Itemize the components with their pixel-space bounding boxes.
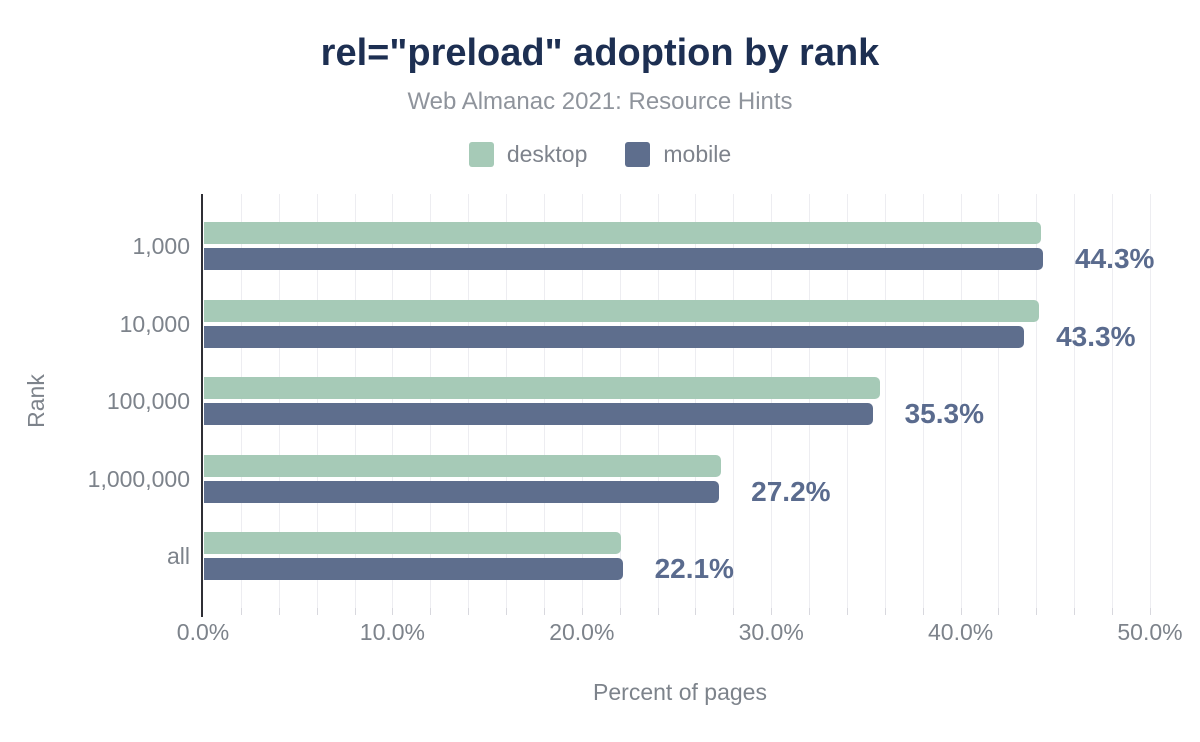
gridline xyxy=(581,194,583,608)
gridline xyxy=(771,194,773,608)
bar-mobile xyxy=(204,558,623,580)
gridline xyxy=(543,194,545,608)
axis-tick xyxy=(543,608,545,615)
axis-tick xyxy=(998,608,1000,615)
value-label: 27.2% xyxy=(751,475,831,507)
bar-mobile xyxy=(204,403,873,425)
axis-tick xyxy=(581,608,583,615)
axis-tick xyxy=(1112,608,1114,615)
axis-tick xyxy=(354,608,356,615)
bar-desktop xyxy=(204,222,1042,244)
value-label: 44.3% xyxy=(1075,243,1155,274)
bar-desktop xyxy=(204,377,881,399)
axis-tick xyxy=(884,608,886,615)
axis-tick xyxy=(316,608,318,615)
gridline xyxy=(733,194,735,608)
category-label: 100,000 xyxy=(106,388,190,414)
axis-tick xyxy=(733,608,735,615)
y-axis-line xyxy=(201,194,203,617)
legend-swatch-desktop-icon xyxy=(468,142,494,167)
axis-tick xyxy=(506,608,508,615)
axis-tick xyxy=(809,608,811,615)
axis-tick xyxy=(960,608,962,615)
axis-tick xyxy=(1074,608,1076,615)
x-tick-label: 40.0% xyxy=(927,619,994,645)
x-tick-label: 20.0% xyxy=(549,619,615,645)
gridline xyxy=(809,194,811,608)
axis-tick xyxy=(392,608,394,615)
chart-subtitle: Web Almanac 2021: Resource Hints xyxy=(407,88,793,115)
axis-tick xyxy=(846,608,848,615)
bar-desktop xyxy=(204,532,621,554)
value-label: 35.3% xyxy=(904,398,984,429)
category-label: 10,000 xyxy=(119,310,190,337)
gridline xyxy=(922,194,924,608)
gridline xyxy=(695,194,697,608)
gridline xyxy=(657,194,659,608)
legend-swatch-mobile-icon xyxy=(625,142,651,167)
x-axis-title: Percent of pages xyxy=(593,679,767,705)
x-tick-label: 10.0% xyxy=(359,619,425,645)
x-tick-label: 0.0% xyxy=(176,619,230,645)
legend: desktop mobile xyxy=(0,141,1200,168)
axis-tick xyxy=(278,608,280,615)
y-axis-category-labels: 1,000 10,000 100,000 1,000,000 all xyxy=(0,0,190,742)
axis-tick xyxy=(657,608,659,615)
axis-tick xyxy=(240,608,242,615)
legend-item-desktop: desktop xyxy=(468,141,588,168)
x-tick-label: 30.0% xyxy=(738,619,804,645)
x-tick-label: 50.0% xyxy=(1117,619,1183,645)
bar-desktop xyxy=(204,299,1040,322)
gridline xyxy=(960,194,962,608)
bar-mobile xyxy=(204,248,1044,270)
axis-tick xyxy=(922,608,924,615)
axis-tick xyxy=(695,608,697,615)
chart-title: rel="preload" adoption by rank xyxy=(320,32,880,74)
category-label: 1,000 xyxy=(132,233,190,259)
legend-label-mobile: mobile xyxy=(663,141,732,167)
gridline xyxy=(506,194,508,608)
gridline xyxy=(1074,194,1076,608)
bar-desktop xyxy=(204,454,722,477)
bar-mobile xyxy=(204,480,720,503)
gridline xyxy=(1150,194,1151,608)
gridline xyxy=(619,194,621,608)
legend-item-mobile: mobile xyxy=(625,141,731,168)
category-label: all xyxy=(166,543,190,569)
gridline xyxy=(1112,194,1114,608)
axis-tick xyxy=(468,608,470,615)
value-label: 22.1% xyxy=(654,553,734,584)
gridline xyxy=(1036,194,1038,608)
gridline xyxy=(998,194,1000,608)
gridline xyxy=(316,194,318,608)
axis-tick xyxy=(430,608,432,615)
value-label: 43.3% xyxy=(1056,320,1136,352)
gridline xyxy=(846,194,848,608)
legend-label-desktop: desktop xyxy=(506,141,588,167)
axis-tick xyxy=(1036,608,1038,615)
gridline xyxy=(354,194,356,608)
gridline xyxy=(240,194,242,608)
plot-area: 44.3% 43.3% 35.3% 27.2% 22.1% xyxy=(201,194,1154,617)
gridline xyxy=(392,194,394,608)
axis-tick xyxy=(771,608,773,615)
axis-tick xyxy=(1150,608,1151,615)
gridline xyxy=(430,194,432,608)
axis-tick xyxy=(619,608,621,615)
gridline xyxy=(278,194,280,608)
bar-mobile xyxy=(204,325,1025,348)
gridline xyxy=(468,194,470,608)
category-label: 1,000,000 xyxy=(87,465,190,492)
gridline xyxy=(884,194,886,608)
